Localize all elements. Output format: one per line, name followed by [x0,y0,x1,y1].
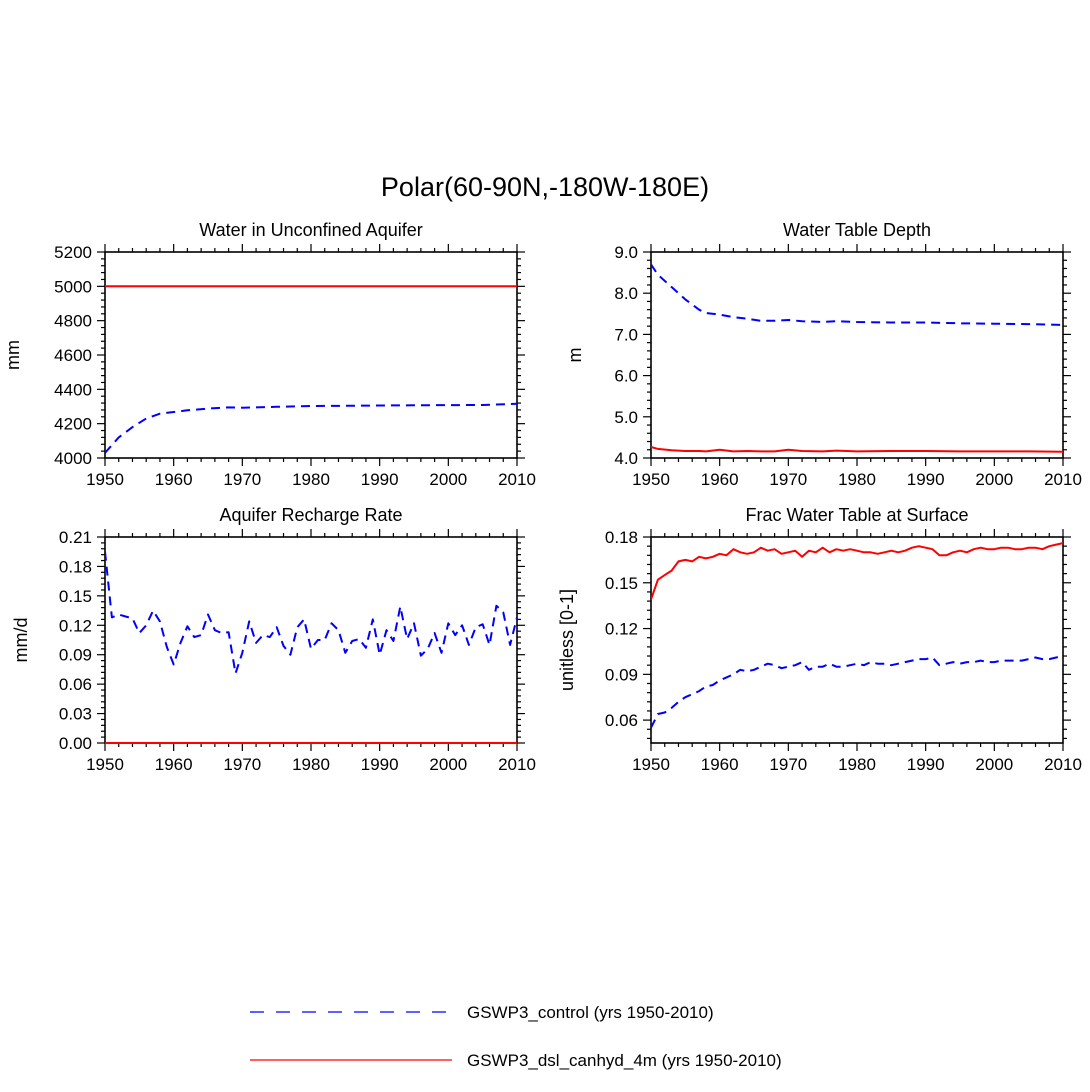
x-tick-label: 1970 [223,470,261,489]
y-tick-label: 4000 [54,449,92,468]
y-axis-label: mm [3,340,23,370]
x-tick-label: 1950 [86,755,124,774]
panel-title: Aquifer Recharge Rate [219,505,402,525]
x-tick-label: 1980 [838,470,876,489]
y-tick-label: 0.15 [605,574,638,593]
y-axis-label: unitless [0-1] [557,589,577,691]
series-control-line [651,263,1063,326]
x-tick-label: 1980 [292,470,330,489]
y-tick-label: 0.12 [59,616,92,635]
panel-title: Water Table Depth [783,220,931,240]
x-tick-label: 1960 [701,755,739,774]
y-tick-label: 0.06 [605,711,638,730]
x-tick-label: 1990 [361,755,399,774]
main-title: Polar(60-90N,-180W-180E) [381,172,709,202]
y-tick-label: 4400 [54,380,92,399]
y-tick-label: 8.0 [614,284,638,303]
x-tick-label: 2000 [429,470,467,489]
panel-frac-water-table: 1950 1960 1970 1980 1990 2000 2010 0.06 0.09 0.12… [557,505,1082,774]
y-tick-label: 7.0 [614,325,638,344]
plot-frame [104,536,518,744]
panels: 1950 1960 1970 1980 1990 2000 2010 4000 4200 4400… [3,220,1082,774]
y-tick-label: 9.0 [614,243,638,262]
series-control-line [105,402,517,454]
x-tick-label: 1950 [632,755,670,774]
y-tick-label: 4600 [54,346,92,365]
x-tick-label: 1950 [632,470,670,489]
x-tick-label: 2000 [975,470,1013,489]
panel-recharge-rate: 1950 1960 1970 1980 1990 2000 2010 0.00 0.03 0.06… [11,505,536,774]
legend-label-dsl: GSWP3_dsl_canhyd_4m (yrs 1950-2010) [467,1051,782,1070]
y-tick-label: 0.06 [59,675,92,694]
y-tick-label: 0.21 [59,528,92,547]
x-tick-label: 1980 [292,755,330,774]
series-dsl-line [651,542,1063,600]
y-tick-label: 5.0 [614,408,638,427]
plot-frame [650,536,1064,744]
series-control-line [651,655,1063,729]
plot-frame [650,251,1064,459]
y-axis-label: m [565,348,585,363]
legend: GSWP3_control (yrs 1950-2010) GSWP3_dsl_… [250,1003,782,1070]
x-tick-label: 1990 [361,470,399,489]
x-tick-label: 1990 [907,470,945,489]
y-tick-label: 6.0 [614,367,638,386]
y-tick-label: 0.09 [605,665,638,684]
panel-title: Frac Water Table at Surface [745,505,968,525]
y-tick-label: 4800 [54,312,92,331]
x-tick-label: 2010 [498,470,536,489]
x-tick-label: 1970 [223,755,261,774]
y-tick-label: 4.0 [614,449,638,468]
panel-water-table-depth: 1950 1960 1970 1980 1990 2000 2010 4.0 5.0 6.0 7.0… [565,220,1082,489]
y-tick-label: 0.03 [59,705,92,724]
series-dsl-line [651,445,1063,453]
x-tick-label: 2000 [429,755,467,774]
y-tick-label: 0.15 [59,587,92,606]
legend-label-control: GSWP3_control (yrs 1950-2010) [467,1003,714,1022]
y-tick-label: 0.00 [59,734,92,753]
y-tick-label: 0.18 [59,557,92,576]
x-tick-label: 1970 [769,755,807,774]
x-tick-label: 1970 [769,470,807,489]
x-tick-label: 1960 [155,755,193,774]
y-axis-label: mm/d [11,618,31,663]
y-tick-label: 4200 [54,415,92,434]
x-tick-label: 2010 [498,755,536,774]
y-tick-label: 0.12 [605,620,638,639]
x-tick-label: 1950 [86,470,124,489]
x-tick-label: 2010 [1044,470,1082,489]
x-tick-label: 1980 [838,755,876,774]
y-tick-label: 0.09 [59,646,92,665]
x-tick-label: 2000 [975,755,1013,774]
x-tick-label: 1960 [155,470,193,489]
series-control-line [105,551,517,675]
y-tick-label: 5200 [54,243,92,262]
panel-aquifer-water: 1950 1960 1970 1980 1990 2000 2010 4000 4200 4400… [3,220,536,489]
y-tick-label: 5000 [54,277,92,296]
x-tick-label: 2010 [1044,755,1082,774]
plot-frame [104,251,518,459]
x-tick-label: 1990 [907,755,945,774]
y-tick-label: 0.18 [605,528,638,547]
panel-title: Water in Unconfined Aquifer [199,220,422,240]
x-tick-label: 1960 [701,470,739,489]
